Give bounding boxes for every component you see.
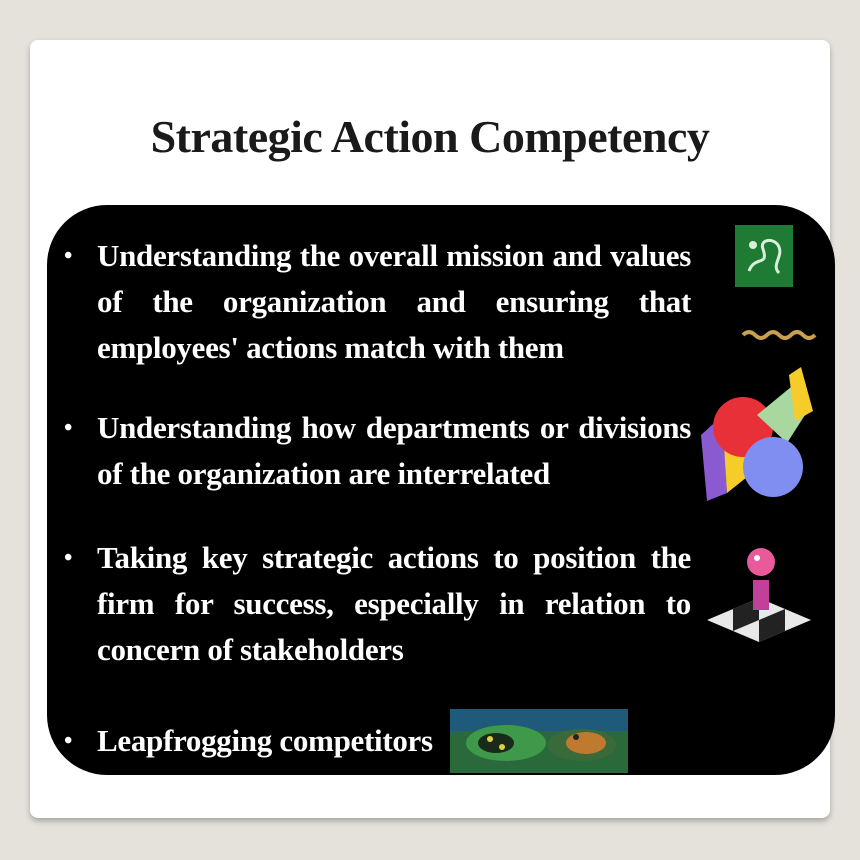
bullet-item: • Leapfrogging competitors: [64, 718, 437, 764]
chess-piece-clipart-icon: [707, 548, 811, 642]
slide: Strategic Action Competency • Understand…: [30, 40, 835, 818]
frogs-photo-icon: [450, 709, 628, 773]
bullet-text: Understanding the overall mission and va…: [97, 238, 691, 365]
mission-clipart-icon: [735, 225, 817, 340]
bullet-marker: •: [64, 545, 73, 571]
content-panel: • Understanding the overall mission and …: [47, 205, 835, 775]
bullet-item: • Understanding the overall mission and …: [64, 233, 691, 371]
slide-title: Strategic Action Competency: [150, 111, 710, 162]
pie-chart-clipart-icon: [701, 367, 813, 501]
bullet-text: Understanding how departments or divisio…: [97, 410, 691, 491]
bullet-item: • Understanding how departments or divis…: [64, 405, 691, 497]
bullet-item: • Taking key strategic actions to positi…: [64, 535, 691, 673]
bullet-text: Leapfrogging competitors: [97, 723, 433, 758]
bullet-marker: •: [64, 415, 73, 441]
bullet-text: Taking key strategic actions to position…: [97, 540, 691, 667]
bullet-marker: •: [64, 243, 73, 269]
bullet-marker: •: [64, 728, 73, 754]
